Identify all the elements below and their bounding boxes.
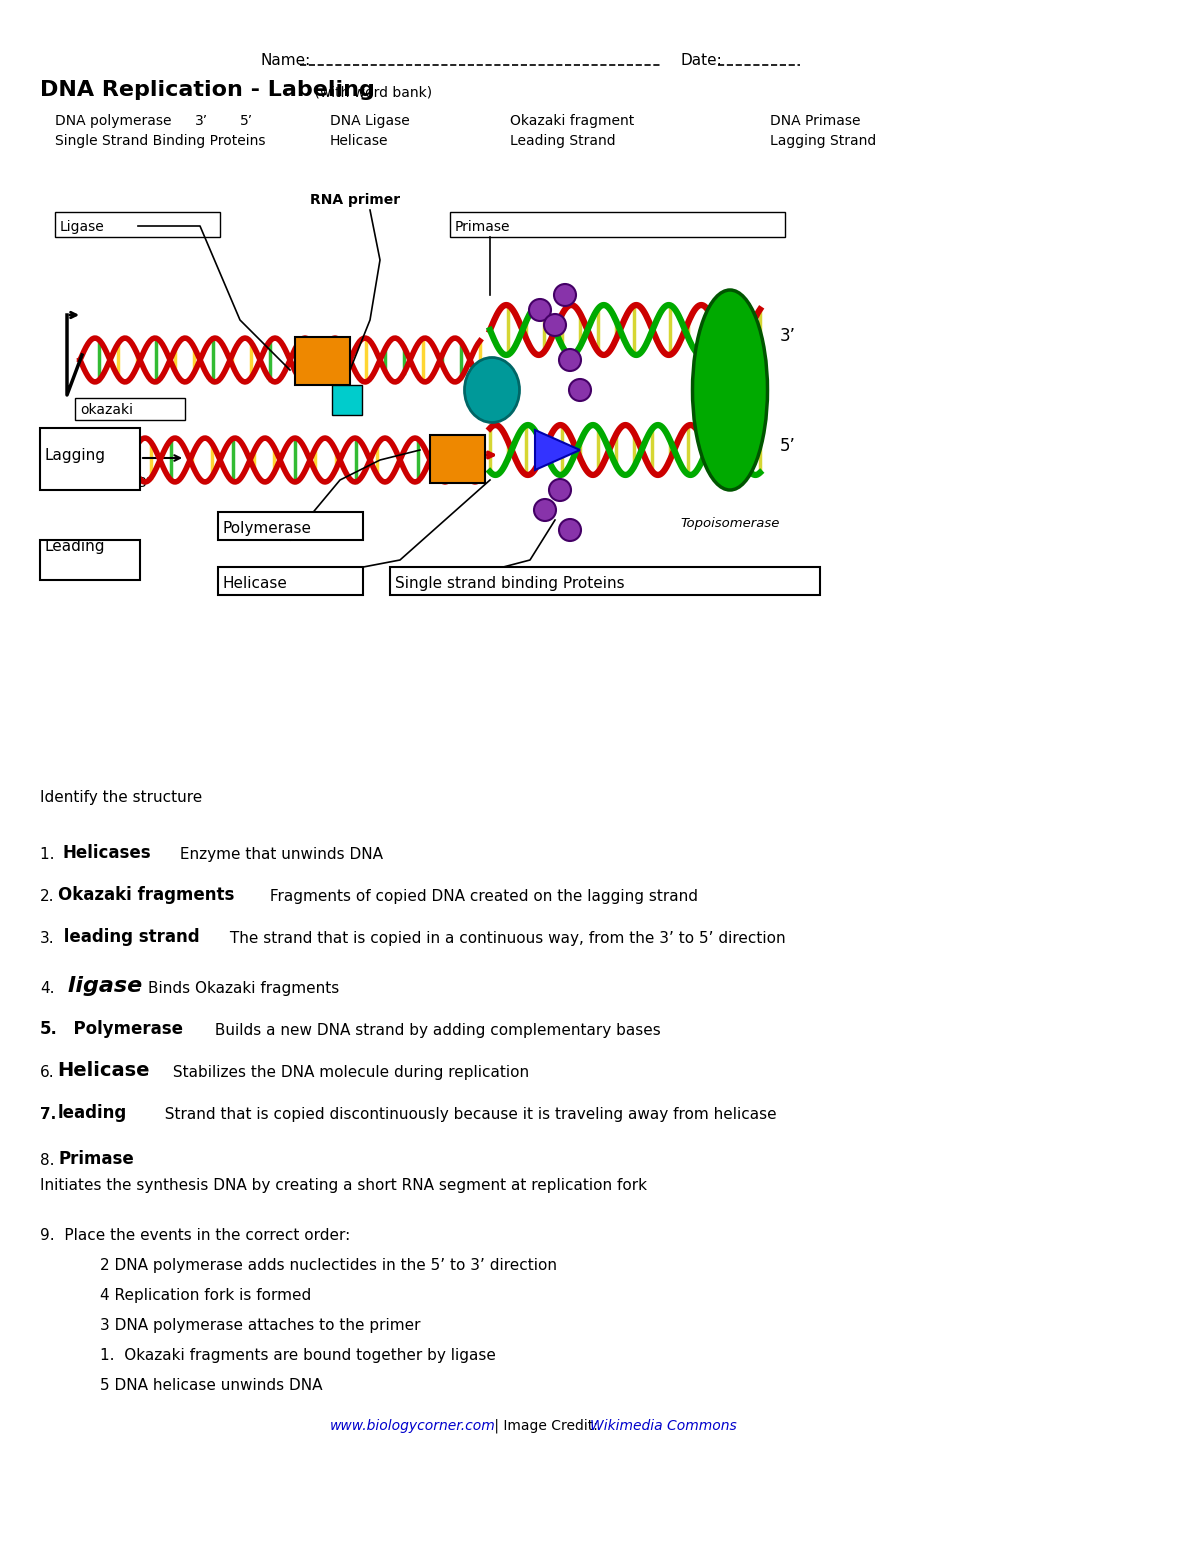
- Text: Single strand binding Proteins: Single strand binding Proteins: [395, 576, 625, 592]
- Text: DNA Primase: DNA Primase: [770, 113, 860, 127]
- Text: Lagging Strand: Lagging Strand: [770, 134, 876, 148]
- Text: The strand that is copied in a continuous way, from the 3’ to 5’ direction: The strand that is copied in a continuou…: [226, 930, 786, 946]
- Ellipse shape: [464, 357, 520, 422]
- Text: okazaki: okazaki: [80, 402, 133, 418]
- FancyBboxPatch shape: [450, 213, 785, 238]
- Circle shape: [534, 499, 556, 520]
- Text: Okazaki fragment: Okazaki fragment: [510, 113, 635, 127]
- Text: ligase: ligase: [60, 975, 143, 995]
- FancyBboxPatch shape: [295, 337, 350, 385]
- FancyBboxPatch shape: [332, 385, 362, 415]
- Circle shape: [529, 300, 551, 321]
- Text: Identify the structure: Identify the structure: [40, 790, 203, 804]
- Text: 3 DNA polymerase attaches to the primer: 3 DNA polymerase attaches to the primer: [100, 1318, 420, 1332]
- Text: 3’: 3’: [194, 113, 208, 127]
- Circle shape: [559, 349, 581, 371]
- FancyBboxPatch shape: [40, 429, 140, 491]
- Text: Wikimedia Commons: Wikimedia Commons: [590, 1419, 737, 1433]
- FancyBboxPatch shape: [40, 169, 860, 599]
- Text: 5’: 5’: [240, 113, 253, 127]
- Text: Fragments of copied DNA created on the lagging strand: Fragments of copied DNA created on the l…: [265, 888, 698, 904]
- Ellipse shape: [692, 290, 768, 491]
- Text: Leading Strand: Leading Strand: [510, 134, 616, 148]
- Circle shape: [550, 478, 571, 502]
- Text: 5’: 5’: [780, 436, 796, 455]
- Text: leading strand: leading strand: [58, 929, 199, 946]
- Text: 4 Replication fork is formed: 4 Replication fork is formed: [100, 1287, 311, 1303]
- Text: Helicases: Helicases: [62, 843, 151, 862]
- FancyBboxPatch shape: [74, 398, 185, 419]
- Text: Polymerase: Polymerase: [222, 520, 311, 536]
- Text: 5 DNA helicase unwinds DNA: 5 DNA helicase unwinds DNA: [100, 1378, 323, 1393]
- Text: Lagging: Lagging: [46, 447, 106, 463]
- FancyBboxPatch shape: [55, 213, 220, 238]
- Text: 1.: 1.: [40, 846, 59, 862]
- Text: Name:: Name:: [260, 53, 311, 68]
- Text: 5.: 5.: [40, 1020, 58, 1037]
- Text: 3’: 3’: [780, 328, 796, 345]
- Text: Strand that is copied discontinuously because it is traveling away from helicase: Strand that is copied discontinuously be…: [155, 1107, 776, 1121]
- Text: 3.: 3.: [40, 930, 55, 946]
- Text: Topoisomerase: Topoisomerase: [680, 517, 779, 530]
- FancyBboxPatch shape: [40, 540, 140, 579]
- Circle shape: [569, 379, 592, 401]
- Text: RNA primer: RNA primer: [310, 193, 400, 207]
- Text: DNA polymerase: DNA polymerase: [55, 113, 172, 127]
- Text: 4.: 4.: [40, 981, 54, 995]
- Text: | Image Credit:: | Image Credit:: [490, 1418, 602, 1433]
- Text: 7.: 7.: [40, 1107, 56, 1121]
- Text: Ligase: Ligase: [60, 221, 104, 235]
- Text: Primase: Primase: [58, 1151, 133, 1168]
- FancyBboxPatch shape: [390, 567, 820, 595]
- Text: DNA Ligase: DNA Ligase: [330, 113, 409, 127]
- Text: 6.: 6.: [40, 1065, 55, 1079]
- Circle shape: [554, 284, 576, 306]
- Text: Initiates the synthesis DNA by creating a short RNA segment at replication fork: Initiates the synthesis DNA by creating …: [40, 1179, 647, 1193]
- Text: DNA Replication - Labeling: DNA Replication - Labeling: [40, 81, 374, 99]
- Text: Okazaki fragments: Okazaki fragments: [58, 887, 234, 904]
- Text: Leading: Leading: [46, 539, 106, 554]
- Text: Binds Okazaki fragments: Binds Okazaki fragments: [148, 981, 340, 995]
- Circle shape: [559, 519, 581, 540]
- Text: 1.  Okazaki fragments are bound together by ligase: 1. Okazaki fragments are bound together …: [100, 1348, 496, 1364]
- Circle shape: [544, 314, 566, 335]
- Text: 9.  Place the events in the correct order:: 9. Place the events in the correct order…: [40, 1228, 350, 1242]
- Text: Builds a new DNA strand by adding complementary bases: Builds a new DNA strand by adding comple…: [210, 1023, 661, 1037]
- FancyBboxPatch shape: [218, 512, 364, 540]
- Text: Stabilizes the DNA molecule during replication: Stabilizes the DNA molecule during repli…: [168, 1065, 529, 1079]
- FancyBboxPatch shape: [218, 567, 364, 595]
- Text: www.biologycorner.com: www.biologycorner.com: [330, 1419, 496, 1433]
- Text: Date:: Date:: [680, 53, 721, 68]
- Text: Enzyme that unwinds DNA: Enzyme that unwinds DNA: [175, 846, 383, 862]
- Text: (with word bank): (with word bank): [310, 85, 432, 99]
- Text: Helicase: Helicase: [330, 134, 389, 148]
- Text: 2.: 2.: [40, 888, 54, 904]
- Text: Helicase: Helicase: [58, 1061, 150, 1079]
- Text: 3’: 3’: [138, 477, 151, 491]
- Text: leading: leading: [58, 1104, 127, 1121]
- Text: Primase: Primase: [455, 221, 510, 235]
- Text: Single Strand Binding Proteins: Single Strand Binding Proteins: [55, 134, 265, 148]
- Text: Helicase: Helicase: [222, 576, 287, 592]
- Text: 8.: 8.: [40, 1152, 54, 1168]
- Text: Polymerase: Polymerase: [62, 1020, 182, 1037]
- Polygon shape: [535, 430, 580, 471]
- FancyBboxPatch shape: [430, 435, 485, 483]
- Text: 2 DNA polymerase adds nuclectides in the 5’ to 3’ direction: 2 DNA polymerase adds nuclectides in the…: [100, 1258, 557, 1273]
